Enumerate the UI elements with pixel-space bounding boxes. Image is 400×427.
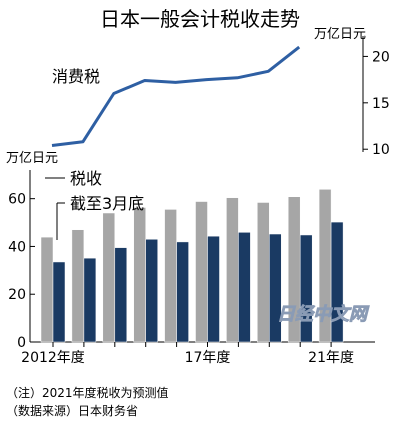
legend-total-label: 税收 [70,169,102,188]
bottom-y-tick-label: 20 [8,287,26,303]
bar-march [83,257,97,343]
consumption-tax-line [51,45,301,147]
bar-total [195,201,208,343]
bar-total [71,229,85,343]
bar-total [257,202,270,343]
x-tick-label: 2012年度 [21,350,85,366]
bar-total [133,207,146,343]
bar-march [330,221,344,343]
line-series-label: 消费税 [52,67,100,86]
top-y-ticks: 10 15 20 [363,49,390,158]
chart-title: 日本一般会计税收走势 [100,7,300,31]
footnote-estimate: （注）2021年度税收为预测值 [6,385,169,400]
top-y-tick-label: 20 [372,49,390,65]
bottom-y-tick-label: 40 [8,239,26,255]
bar-march [114,247,128,343]
bar-march [299,234,313,343]
bar-march [207,235,220,343]
bar-total [226,197,239,343]
bottom-unit-label: 万亿日元 [6,151,58,166]
x-tick-label: 17年度 [185,350,231,366]
top-y-tick-label: 10 [372,142,390,158]
top-y-tick-label: 15 [372,96,390,112]
bars-group [40,189,344,347]
bar-march [269,233,282,343]
x-ticks: 2012年度 17年度 21年度 [21,350,354,366]
bar-total [164,209,177,343]
bottom-y-tick-label: 60 [8,192,26,208]
bottom-y-ticks: 0 20 40 60 [8,192,35,351]
bar-march [176,241,189,343]
top-unit-label: 万亿日元 [314,27,366,42]
bar-march [145,239,158,343]
bottom-y-tick-label: 0 [17,335,26,351]
watermark: 日经中文网 [277,304,370,325]
bar-march [238,232,251,343]
bar-total [40,236,54,343]
x-tick-label: 21年度 [308,350,354,366]
bar-total [102,212,116,343]
footnote-source: （数据来源）日本财务省 [6,403,138,418]
legend-march-label: 截至3月底 [70,194,144,213]
bar-march [52,261,66,343]
